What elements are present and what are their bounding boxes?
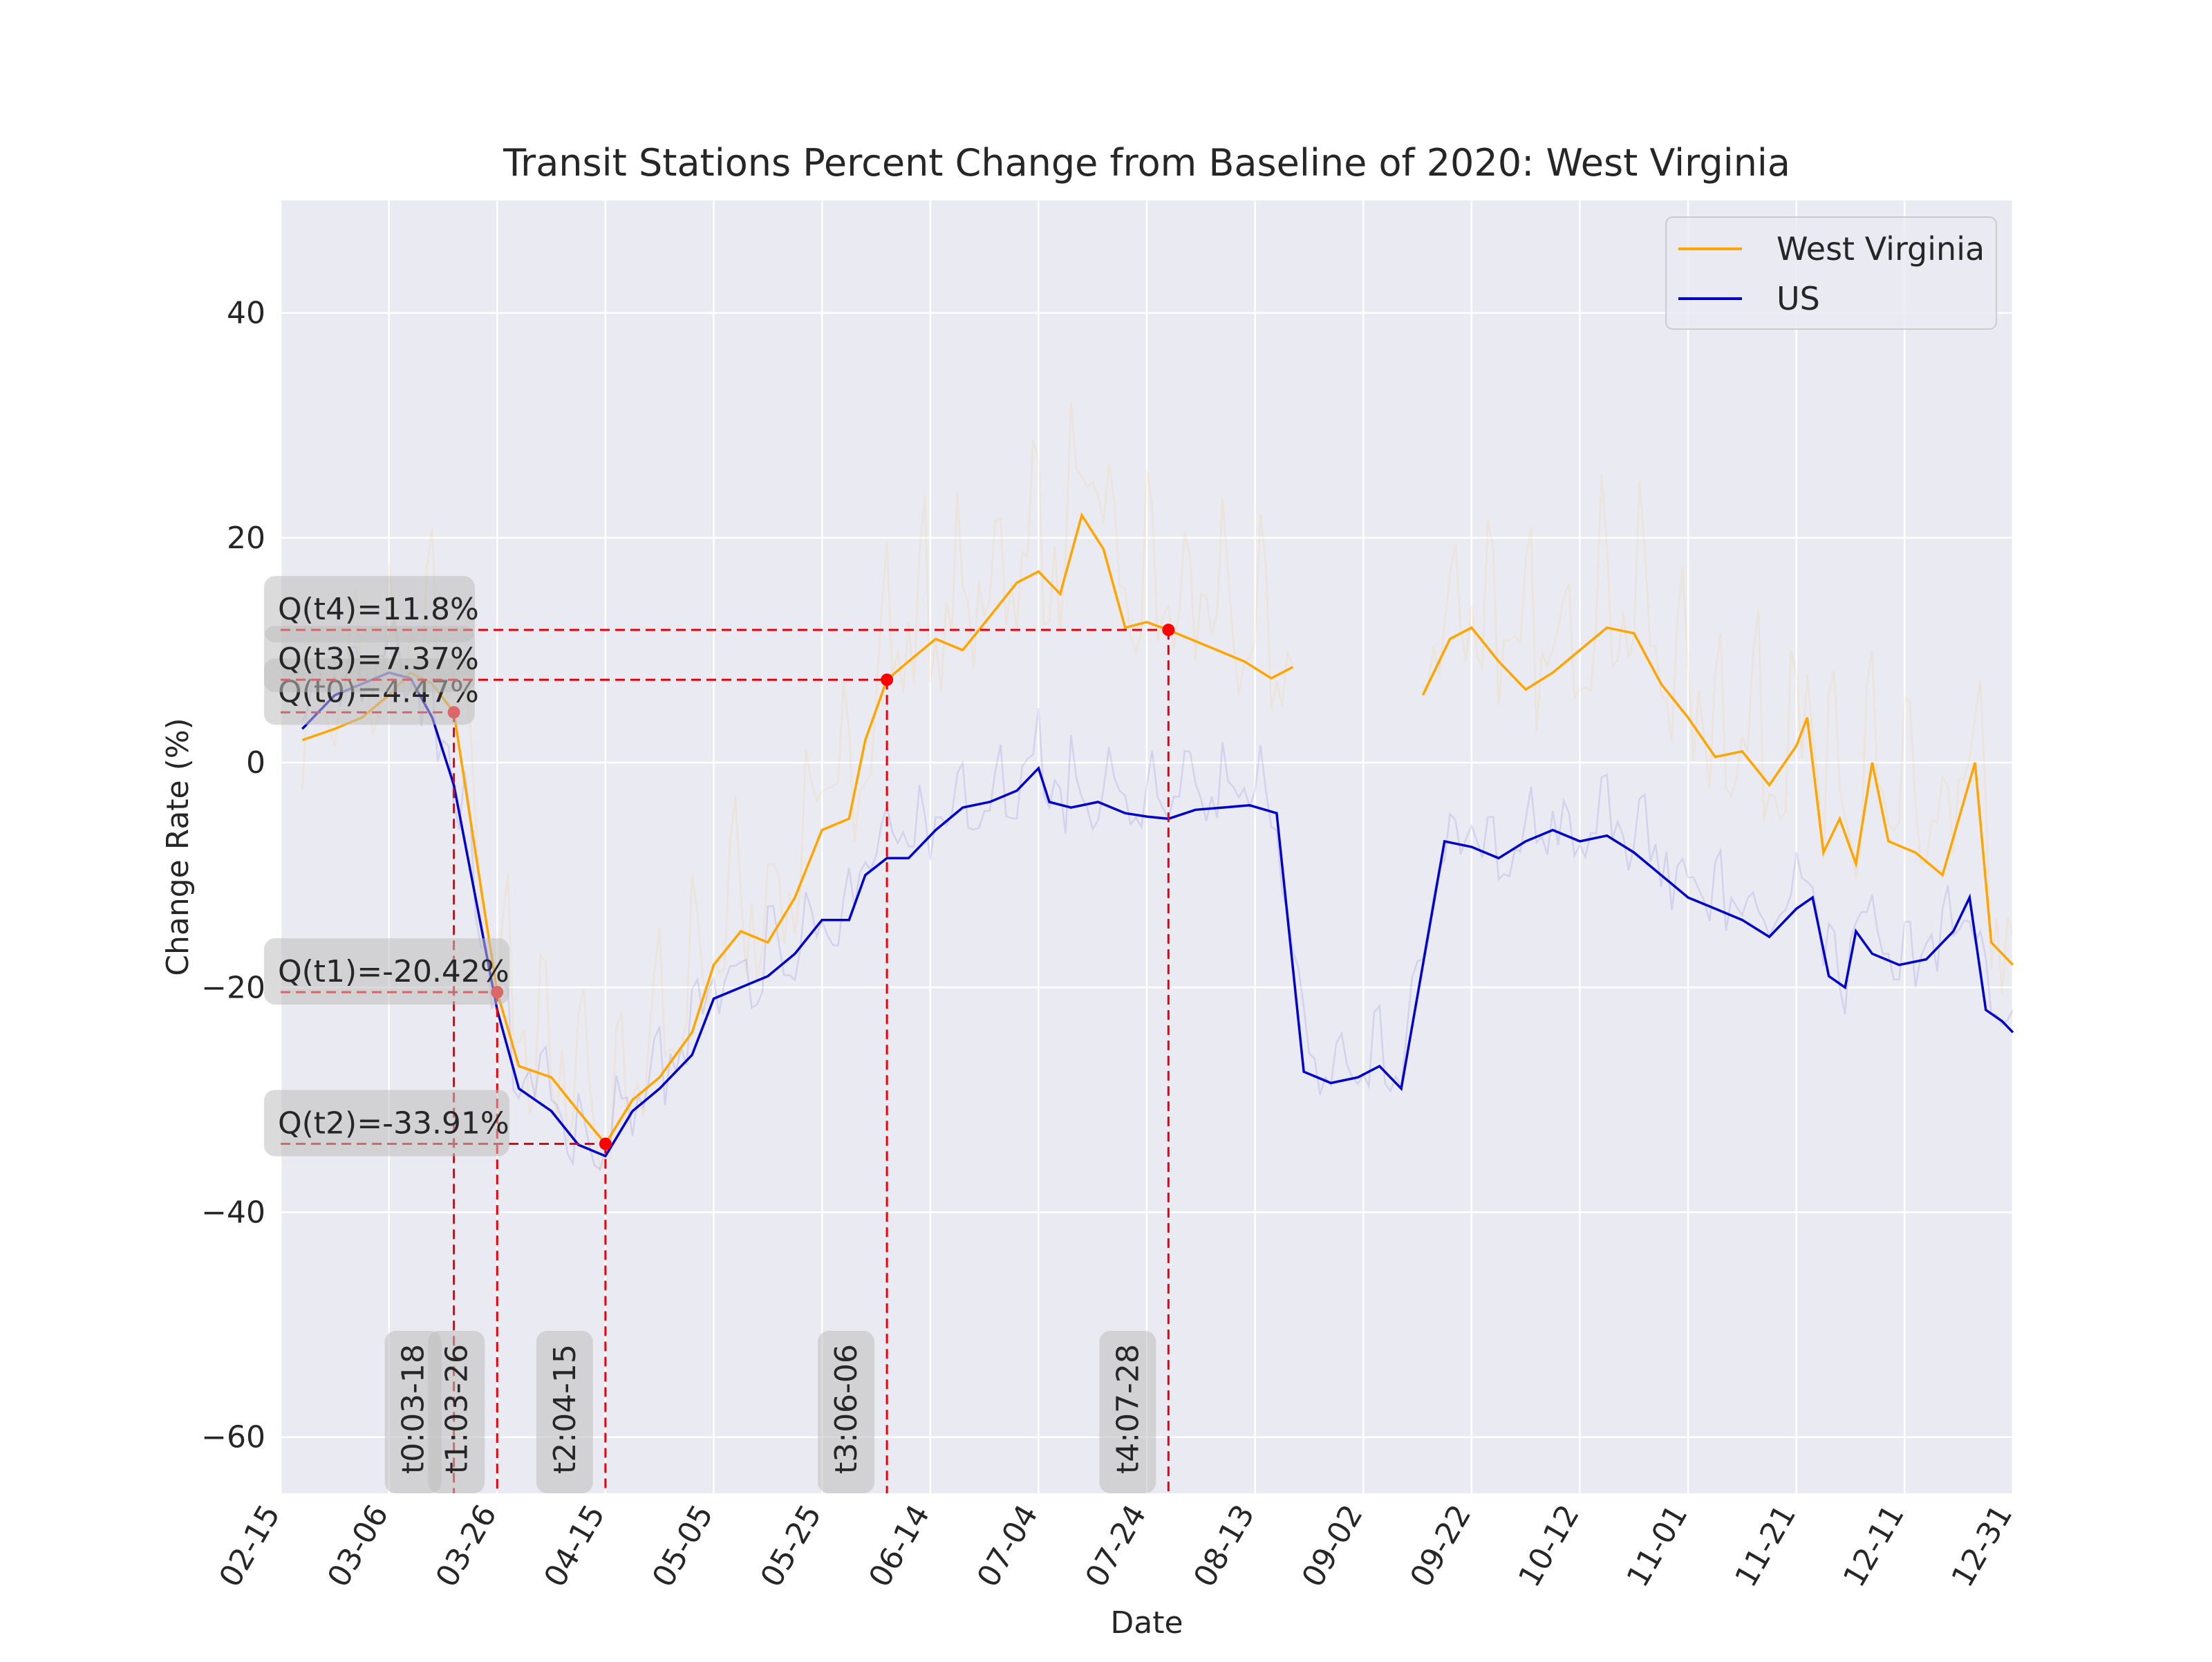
q-label: Q(t2)=-33.91%	[278, 1105, 509, 1141]
y-tick-label: −40	[201, 1195, 265, 1230]
t-label-box	[428, 1331, 485, 1493]
y-axis-title: Change Rate (%)	[160, 718, 196, 975]
t-label: t2:04-15	[547, 1344, 583, 1474]
q-label: Q(t1)=-20.42%	[278, 954, 509, 989]
t-label: t3:06-06	[829, 1344, 864, 1474]
x-axis-title: Date	[1110, 1605, 1183, 1641]
legend-label: US	[1777, 280, 1820, 317]
q-label-box	[264, 576, 475, 643]
t-label: t0:03-18	[396, 1344, 431, 1474]
y-tick-label: 20	[227, 521, 265, 556]
grid	[279, 200, 2014, 1493]
q-label-box	[264, 626, 475, 693]
t-label-box	[818, 1331, 875, 1493]
marker-point	[1162, 624, 1175, 637]
t-label-box	[384, 1331, 442, 1493]
t-label-box	[536, 1331, 593, 1493]
chart-title: Transit Stations Percent Change from Bas…	[503, 141, 1790, 185]
t-label: t4:07-28	[1110, 1344, 1145, 1474]
raw-series-line	[301, 618, 2014, 1171]
marker-point	[599, 1137, 612, 1150]
y-tick-label: 40	[227, 296, 265, 331]
q-label-box	[264, 938, 509, 1005]
legend-box	[1665, 216, 1997, 330]
series-line-west-virginia	[301, 512, 1294, 1146]
t-label-box	[1099, 1331, 1156, 1493]
q-label: Q(t3)=7.37%	[278, 642, 479, 677]
t-label: t1:03-26	[439, 1344, 474, 1474]
y-tick-label: −60	[201, 1420, 265, 1455]
q-label: Q(t4)=11.8%	[278, 592, 479, 627]
series-line-west-virginia	[1421, 626, 2014, 966]
annotation-markers: Q(t0)=4.47%t0:03-18Q(t1)=-20.42%t1:03-26…	[264, 576, 1175, 1493]
y-tick-label: −20	[201, 970, 265, 1005]
raw-series-line	[1422, 474, 2014, 994]
q-label-box	[264, 1090, 509, 1157]
legend-label: West Virginia	[1777, 230, 1985, 268]
marker-point	[881, 673, 894, 687]
legend: West Virginia US	[1665, 216, 1997, 330]
y-tick-label: 0	[246, 745, 265, 781]
